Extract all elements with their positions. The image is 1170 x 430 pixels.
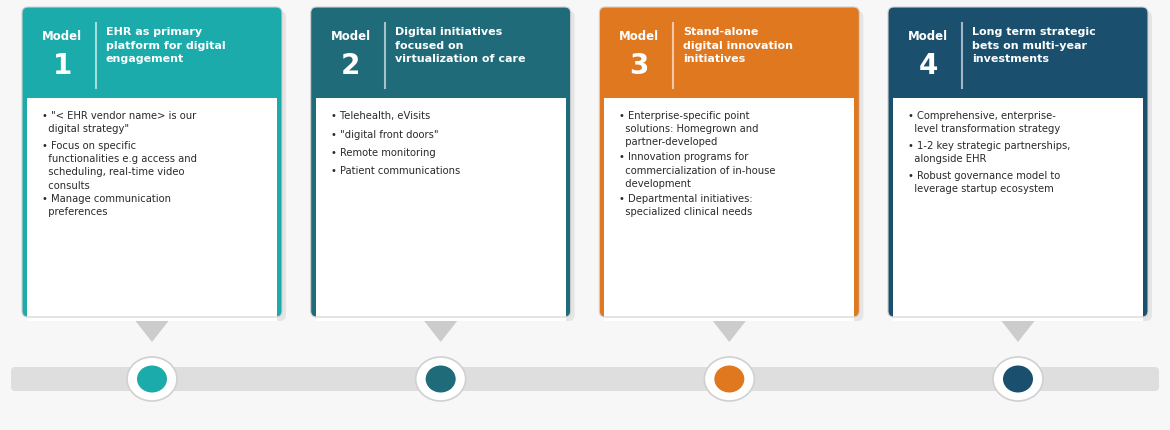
FancyBboxPatch shape xyxy=(315,12,574,321)
Text: • Comprehensive, enterprise-
  level transformation strategy: • Comprehensive, enterprise- level trans… xyxy=(908,111,1060,134)
Text: • "< EHR vendor name> is our
  digital strategy": • "< EHR vendor name> is our digital str… xyxy=(42,111,197,134)
Text: • "digital front doors": • "digital front doors" xyxy=(331,129,439,139)
Text: Long term strategic
bets on multi-year
investments: Long term strategic bets on multi-year i… xyxy=(972,27,1096,64)
FancyBboxPatch shape xyxy=(26,12,285,321)
Polygon shape xyxy=(419,314,462,342)
Ellipse shape xyxy=(1003,366,1033,393)
Polygon shape xyxy=(996,314,1040,342)
Text: • Patient communications: • Patient communications xyxy=(331,166,460,176)
Text: Stand-alone
digital innovation
initiatives: Stand-alone digital innovation initiativ… xyxy=(683,27,793,64)
Text: 4: 4 xyxy=(918,52,937,80)
Bar xyxy=(605,99,854,321)
Text: • Telehealth, eVisits: • Telehealth, eVisits xyxy=(331,111,429,121)
Polygon shape xyxy=(130,314,174,342)
Ellipse shape xyxy=(426,366,455,393)
Text: Model: Model xyxy=(331,30,371,43)
Text: • 1-2 key strategic partnerships,
  alongside EHR: • 1-2 key strategic partnerships, alongs… xyxy=(908,141,1071,164)
Text: Model: Model xyxy=(908,30,948,43)
Text: • Enterprise-specific point
  solutions: Homegrown and
  partner-developed: • Enterprise-specific point solutions: H… xyxy=(619,111,759,147)
Bar xyxy=(316,99,565,321)
FancyBboxPatch shape xyxy=(888,8,1148,317)
FancyBboxPatch shape xyxy=(599,8,859,317)
Text: Model: Model xyxy=(42,30,82,43)
FancyBboxPatch shape xyxy=(22,8,282,317)
Text: • Focus on specific
  functionalities e.g access and
  scheduling, real-time vid: • Focus on specific functionalities e.g … xyxy=(42,141,197,190)
Text: • Departmental initiatives:
  specialized clinical needs: • Departmental initiatives: specialized … xyxy=(619,194,753,217)
Ellipse shape xyxy=(704,357,755,401)
Ellipse shape xyxy=(715,366,744,393)
FancyBboxPatch shape xyxy=(599,8,859,317)
Ellipse shape xyxy=(993,357,1042,401)
Text: EHR as primary
platform for digital
engagement: EHR as primary platform for digital enga… xyxy=(106,27,226,64)
Text: • Remote monitoring: • Remote monitoring xyxy=(331,147,435,158)
Text: Model: Model xyxy=(619,30,660,43)
Text: 2: 2 xyxy=(340,52,360,80)
Text: Digital initiatives
focused on
virtualization of care: Digital initiatives focused on virtualiz… xyxy=(394,27,525,64)
Ellipse shape xyxy=(137,366,167,393)
FancyBboxPatch shape xyxy=(604,12,863,321)
Text: 3: 3 xyxy=(629,52,649,80)
FancyBboxPatch shape xyxy=(22,8,282,317)
FancyBboxPatch shape xyxy=(311,8,571,317)
Ellipse shape xyxy=(415,357,466,401)
FancyBboxPatch shape xyxy=(11,367,1159,391)
FancyBboxPatch shape xyxy=(888,8,1148,317)
Ellipse shape xyxy=(128,357,177,401)
Text: 1: 1 xyxy=(53,52,71,80)
FancyBboxPatch shape xyxy=(311,8,571,317)
Text: • Robust governance model to
  leverage startup ecosystem: • Robust governance model to leverage st… xyxy=(908,171,1060,194)
Text: • Manage communication
  preferences: • Manage communication preferences xyxy=(42,194,171,217)
Bar xyxy=(27,99,277,321)
Polygon shape xyxy=(708,314,751,342)
FancyBboxPatch shape xyxy=(892,12,1152,321)
Bar xyxy=(893,99,1143,321)
Text: • Innovation programs for
  commercialization of in-house
  development: • Innovation programs for commercializat… xyxy=(619,152,776,188)
